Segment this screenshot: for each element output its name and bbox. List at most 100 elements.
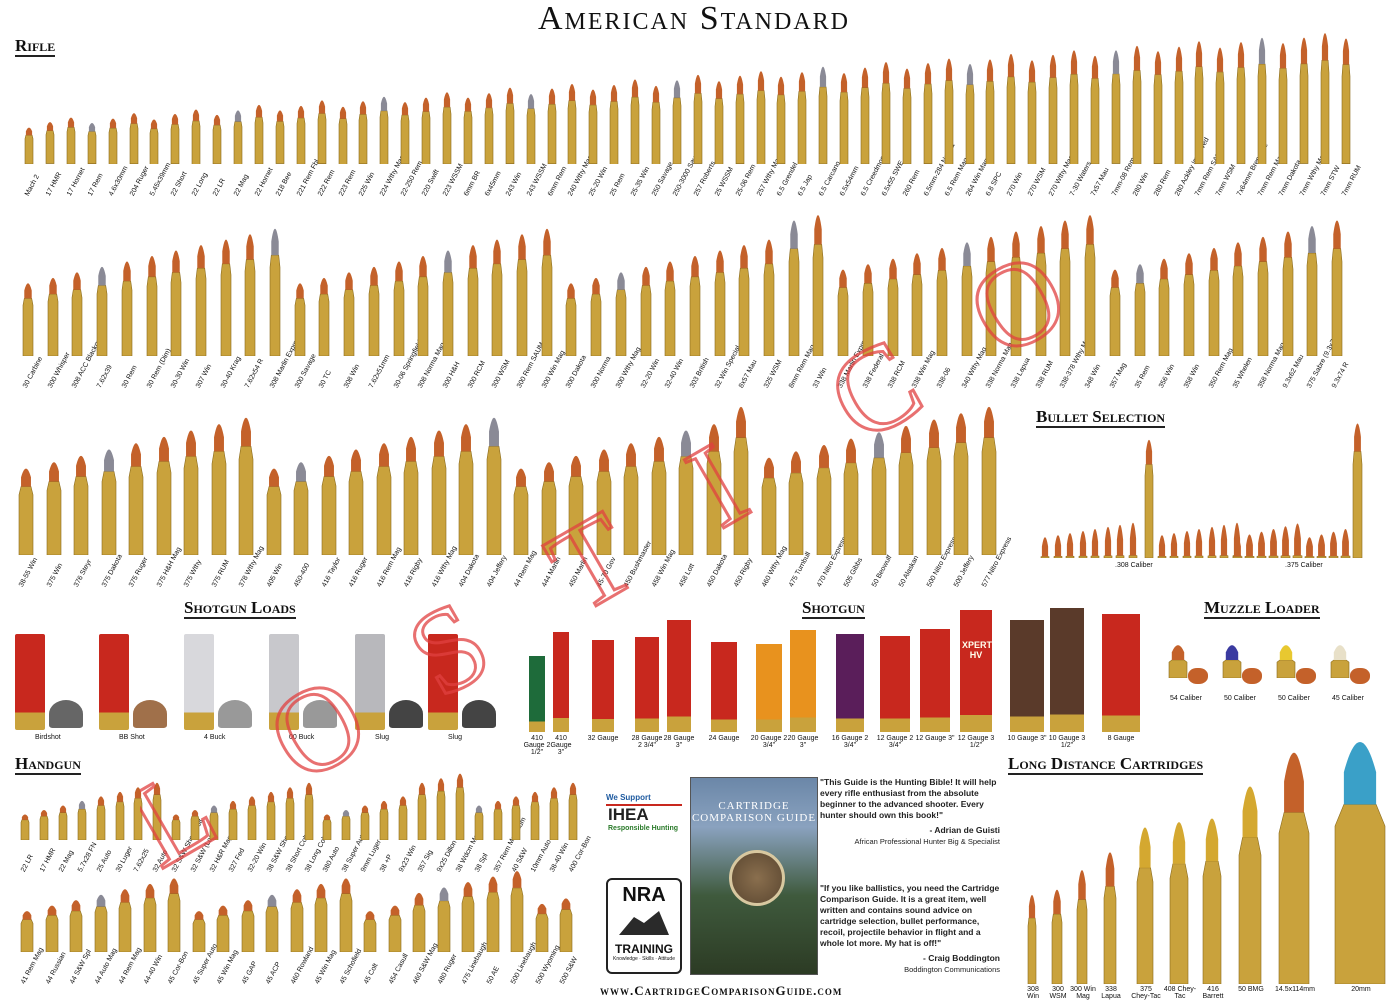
handgun-row1-cartridge: [379, 797, 389, 845]
rifle-row3-cartridge: [926, 406, 942, 560]
section-rifle: Rifle: [15, 36, 56, 57]
rifle-row1-cartridge: [1153, 40, 1163, 169]
bullet-308: [1144, 428, 1154, 563]
section-handgun: Handgun: [15, 754, 81, 775]
rifle-row1-label: 25-35 Win: [630, 165, 652, 198]
rifle-row3-label: 38-55 Win: [18, 556, 40, 589]
rifle-row2-label: 9.3x74 R: [1331, 361, 1351, 390]
rifle-row1-cartridge: [839, 64, 849, 169]
rifle-row1-label: 25 WSSM: [713, 166, 735, 198]
rifle-row2-cartridge: [368, 258, 380, 361]
long-distance-label: 14.5x114mm: [1275, 986, 1315, 993]
rifle-row1-label: 7x57 Mau: [1089, 166, 1111, 198]
rifle-row1-cartridge: [149, 115, 159, 169]
shot-pile: [303, 700, 337, 728]
shotgun-label: 410 Gauge 2 1/2": [523, 735, 551, 756]
handgun-row2-label: 45 GAP: [240, 960, 259, 986]
long-distance-label: 50 BMG: [1238, 986, 1264, 993]
rifle-row1-label: 6.5x54mm: [839, 165, 861, 198]
muzzle-loader-label: 54 Caliber: [1170, 695, 1202, 702]
handgun-row2-cartridge: [388, 901, 402, 957]
handgun-row1-cartridge: [115, 787, 125, 845]
rifle-row3-label: 405 Win: [265, 562, 284, 589]
rifle-row1-label: Mach 2: [24, 173, 41, 198]
handgun-row2-label: 44-40 Win: [142, 953, 164, 986]
handgun-row2-label: 454 Casull: [387, 952, 410, 986]
rifle-row3-cartridge: [376, 432, 392, 560]
handgun-row1-cartridge: [20, 812, 30, 845]
rifle-row1-cartridge: [1048, 44, 1058, 169]
rifle-row1-cartridge: [1090, 45, 1100, 169]
shotgun-shell: [635, 637, 659, 732]
rifle-row1-cartridge: [1215, 36, 1225, 169]
rifle-row1-cartridge: [1174, 35, 1184, 169]
handgun-row1-label: 38 +P: [379, 853, 394, 874]
quote-1-author: - Adrian de Guisti: [929, 825, 1000, 835]
rifle-row1-label: 220 Swift: [421, 168, 441, 198]
website-url[interactable]: www.CartridgeComparisonGuide.com: [600, 983, 843, 998]
handgun-row1-label: 380 Auto: [322, 845, 342, 874]
rifle-row3-cartridge: [101, 439, 117, 560]
rifle-row1-cartridge: [358, 95, 368, 169]
rifle-row1-cartridge: [317, 94, 327, 169]
rifle-row2-cartridge: [170, 240, 182, 361]
bullet-308: [1040, 528, 1050, 563]
shotgun-shell: [790, 630, 816, 732]
rifle-row2-cartridge: [615, 264, 627, 361]
rifle-row1-label: 22 Short: [170, 170, 189, 198]
handgun-row1-cartridge: [266, 787, 276, 845]
shotgun-label: 28 Gauge 2 3/4": [631, 735, 663, 749]
rifle-row3-cartridge: [733, 392, 749, 560]
rifle-row1-cartridge: [860, 58, 870, 169]
handgun-row1-label: 22 Mag: [57, 849, 75, 874]
handgun-row2-cartridge: [45, 901, 59, 957]
shotgun-label: 410 Gauge 3": [550, 735, 572, 756]
handgun-row1-label: 9x23 Win: [398, 844, 418, 874]
rifle-row1-label: 280 Rem: [1152, 168, 1173, 198]
shotgun-label: 20 Gauge 2 3/4": [750, 735, 788, 749]
handgun-row1-cartridge: [247, 792, 257, 845]
book-seal-icon: [729, 850, 785, 906]
rifle-row1-cartridge: [1132, 34, 1142, 169]
shotgun-shell: [667, 620, 691, 732]
shotgun-shell: [592, 640, 614, 732]
rifle-row1-label: 223 Rem: [337, 168, 358, 198]
bullet-selection-label: .375 Caliber: [1285, 562, 1323, 569]
rifle-row3-cartridge: [403, 425, 419, 560]
rifle-row1-cartridge: [191, 104, 201, 169]
handgun-row2-cartridge: [69, 895, 83, 957]
rifle-row2-cartridge: [1232, 231, 1244, 361]
rifle-row3-cartridge: [871, 420, 887, 560]
rifle-row2-cartridge: [96, 258, 108, 361]
muzzle-loader-bullet: [1330, 638, 1350, 683]
rifle-row3-cartridge: [321, 446, 337, 560]
handgun-row1-cartridge: [96, 792, 106, 845]
rifle-row2-cartridge: [195, 234, 207, 361]
rifle-row2-cartridge: [1059, 207, 1071, 361]
handgun-row2-cartridge: [486, 869, 500, 957]
rifle-row1-cartridge: [965, 54, 975, 169]
rifle-row2-cartridge: [565, 276, 577, 361]
long-distance-label: 300 Win Mag: [1070, 986, 1096, 1000]
shot-pile: [218, 700, 252, 728]
handgun-row1-cartridge: [171, 812, 181, 845]
rifle-row2-label: 32-20 Win: [639, 357, 661, 390]
rifle-row2-cartridge: [220, 228, 232, 361]
rifle-row1-cartridge: [1299, 25, 1309, 169]
rifle-row3-label: 416 Rigby: [403, 557, 424, 589]
long-distance-cartridge: [1238, 762, 1262, 989]
rifle-row1-label: 22 Mag: [233, 173, 251, 198]
handgun-row2-label: 50 AE: [485, 965, 501, 986]
rifle-row1-cartridge: [275, 105, 285, 169]
rifle-row1-cartridge: [108, 114, 118, 169]
rifle-row3-cartridge: [541, 453, 557, 560]
rifle-row2-label: 338 RUM: [1034, 359, 1055, 390]
muzzle-loader-label: 45 Caliber: [1332, 695, 1364, 702]
rifle-row3-cartridge: [816, 434, 832, 560]
rifle-row2-cartridge: [47, 270, 59, 361]
rifle-row1-label: 7mm RUM: [1340, 164, 1363, 198]
shotgun-load-shell: [269, 634, 299, 730]
long-distance-cartridge: [1334, 712, 1386, 989]
handgun-row1-cartridge: [285, 782, 295, 845]
rifle-row1-cartridge: [400, 96, 410, 169]
